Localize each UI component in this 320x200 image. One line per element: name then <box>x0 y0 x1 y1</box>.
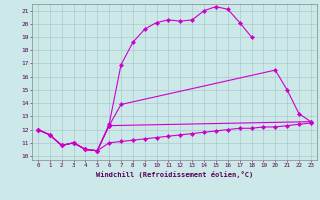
X-axis label: Windchill (Refroidissement éolien,°C): Windchill (Refroidissement éolien,°C) <box>96 171 253 178</box>
